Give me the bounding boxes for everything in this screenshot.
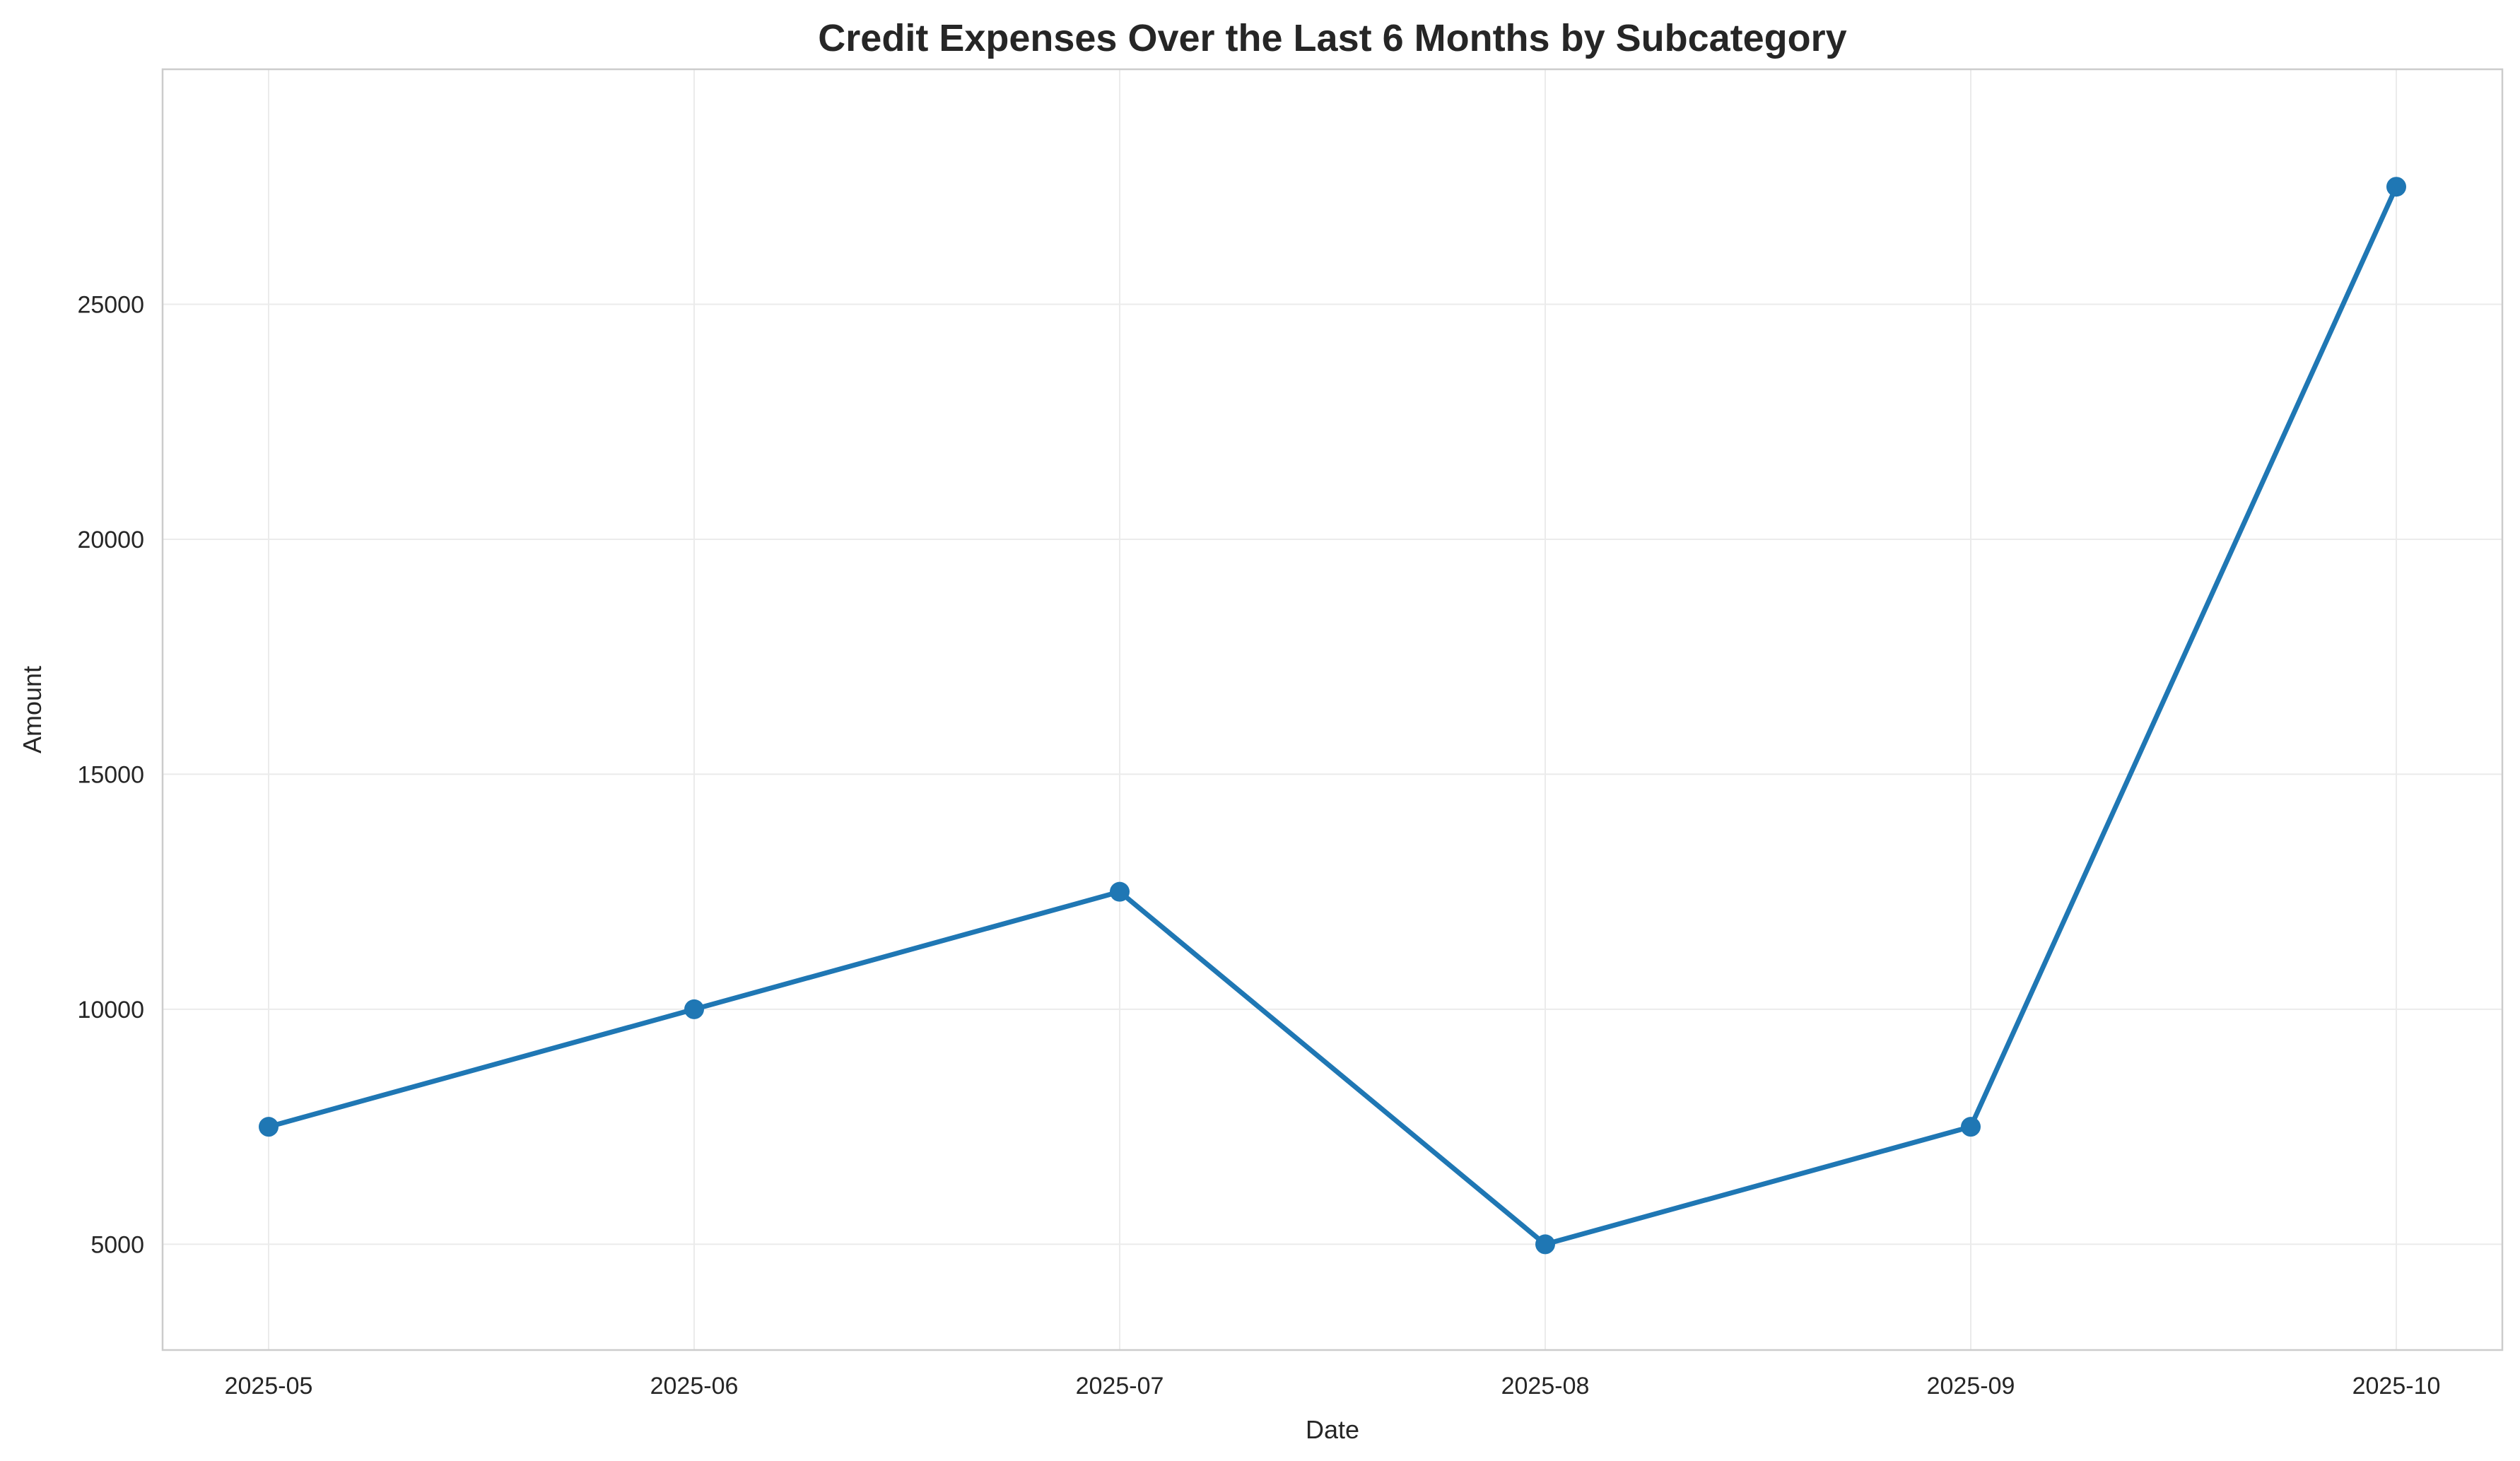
x-axis-label: Date: [1306, 1415, 1359, 1444]
y-axis-label: Amount: [18, 666, 47, 753]
x-tick-label: 2025-06: [650, 1373, 739, 1400]
data-point: [1110, 881, 1130, 902]
data-point: [684, 999, 704, 1019]
y-tick-label: 25000: [77, 291, 144, 318]
x-tick-label: 2025-08: [1501, 1373, 1590, 1400]
x-tick-label: 2025-05: [225, 1373, 313, 1400]
series-line: [266, 184, 2399, 1247]
grid: [163, 69, 2502, 1350]
x-tick-labels: 2025-05 2025-06 2025-07 2025-08 2025-09 2025-…: [225, 1373, 2441, 1400]
x-tick-label: 2025-10: [2352, 1373, 2441, 1400]
y-tick-label: 15000: [77, 761, 144, 788]
plot-frame: [161, 68, 2504, 1351]
y-tick-label: 10000: [77, 997, 144, 1023]
chart-title: Credit Expenses Over the Last 6 Months b…: [818, 17, 1846, 59]
y-tick-label: 5000: [90, 1231, 144, 1258]
data-point: [1535, 1234, 1555, 1255]
x-tick-label: 2025-07: [1076, 1373, 1164, 1400]
y-tick-labels: 5000 10000 15000 20000 25000: [77, 291, 144, 1258]
series-layer: [259, 177, 2406, 1255]
data-point: [259, 1117, 279, 1137]
x-tick-label: 2025-09: [1927, 1373, 2015, 1400]
data-point: [2386, 177, 2406, 197]
y-tick-label: 20000: [77, 527, 144, 553]
data-point: [1961, 1117, 1981, 1137]
